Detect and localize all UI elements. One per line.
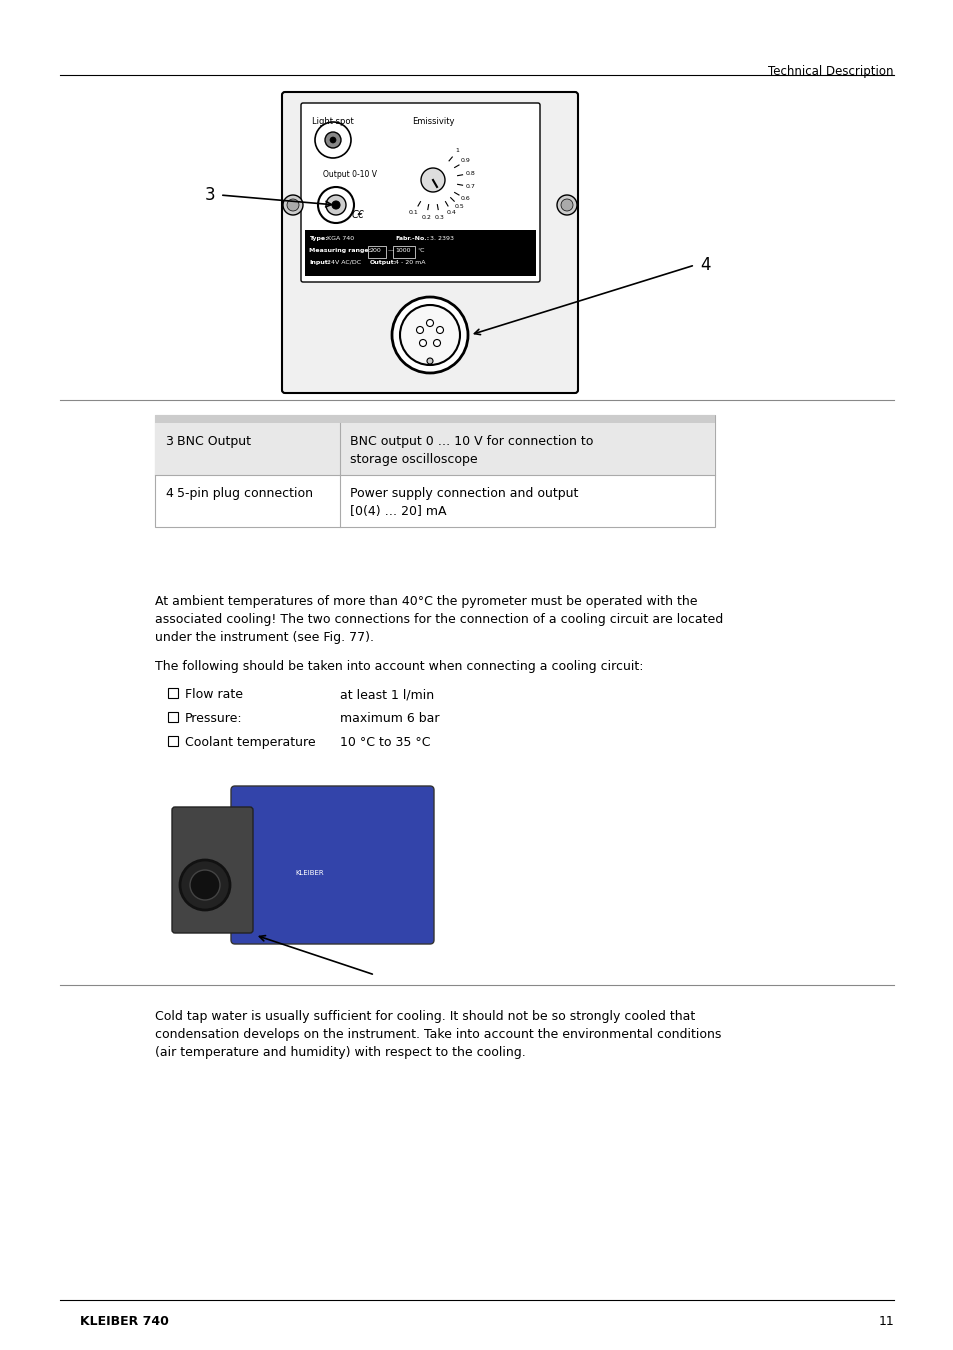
FancyBboxPatch shape xyxy=(301,103,539,282)
Circle shape xyxy=(330,136,335,143)
Text: 1: 1 xyxy=(455,148,459,154)
Circle shape xyxy=(416,327,423,333)
Text: Pressure:: Pressure: xyxy=(185,711,242,725)
Text: 200: 200 xyxy=(370,248,381,252)
Bar xyxy=(154,414,714,423)
Text: BNC output 0 … 10 V for connection to
storage oscilloscope: BNC output 0 … 10 V for connection to st… xyxy=(350,435,593,466)
Text: —: — xyxy=(388,248,394,252)
Text: 0.8: 0.8 xyxy=(465,171,475,176)
Bar xyxy=(154,414,714,423)
Text: 4: 4 xyxy=(165,487,172,500)
Circle shape xyxy=(560,198,573,211)
Text: 0.1: 0.1 xyxy=(409,211,418,216)
Circle shape xyxy=(326,194,346,215)
Circle shape xyxy=(314,122,351,158)
Circle shape xyxy=(399,305,459,365)
Text: 3: 3 xyxy=(204,186,214,204)
Text: BNC Output: BNC Output xyxy=(177,435,251,448)
Text: Fabr.-No.:: Fabr.-No.: xyxy=(395,236,429,242)
Circle shape xyxy=(392,297,468,373)
Text: Type:: Type: xyxy=(309,236,328,242)
Circle shape xyxy=(557,194,577,215)
Text: 3. 2393: 3. 2393 xyxy=(430,236,454,242)
Text: At ambient temperatures of more than 40°C the pyrometer must be operated with th: At ambient temperatures of more than 40°… xyxy=(154,595,722,644)
Text: The following should be taken into account when connecting a cooling circuit:: The following should be taken into accou… xyxy=(154,660,643,674)
Circle shape xyxy=(419,339,426,347)
Text: Cold tap water is usually sufficient for cooling. It should not be so strongly c: Cold tap water is usually sufficient for… xyxy=(154,1010,720,1058)
Text: Coolant temperature: Coolant temperature xyxy=(185,736,315,749)
Bar xyxy=(393,246,415,258)
Circle shape xyxy=(325,132,340,148)
Circle shape xyxy=(436,327,443,333)
Text: Output 0-10 V: Output 0-10 V xyxy=(323,170,376,180)
Text: 0.5: 0.5 xyxy=(455,204,464,209)
Text: Technical Description: Technical Description xyxy=(768,65,893,78)
Text: 0.4: 0.4 xyxy=(447,211,456,216)
Text: Power supply connection and output
[0(4) … 20] mA: Power supply connection and output [0(4)… xyxy=(350,487,578,518)
Text: 3: 3 xyxy=(165,435,172,448)
Bar xyxy=(168,688,178,698)
Text: Flow rate: Flow rate xyxy=(185,688,243,701)
Text: 0.7: 0.7 xyxy=(465,184,475,189)
Text: C€: C€ xyxy=(351,211,364,220)
Circle shape xyxy=(427,358,433,364)
Text: 1000: 1000 xyxy=(395,248,410,252)
Text: KGA 740: KGA 740 xyxy=(327,236,354,242)
Bar xyxy=(168,711,178,722)
Circle shape xyxy=(190,869,220,900)
Circle shape xyxy=(317,188,354,223)
Text: Measuring range:: Measuring range: xyxy=(309,248,371,252)
Text: 4: 4 xyxy=(700,256,710,274)
Circle shape xyxy=(180,860,230,910)
FancyBboxPatch shape xyxy=(282,92,578,393)
Bar xyxy=(368,246,386,258)
Bar xyxy=(154,423,714,475)
Text: Emissivity: Emissivity xyxy=(412,117,454,126)
Text: 5-pin plug connection: 5-pin plug connection xyxy=(177,487,313,500)
Bar xyxy=(305,230,536,275)
Circle shape xyxy=(433,339,440,347)
Text: 11: 11 xyxy=(878,1315,893,1328)
Bar xyxy=(168,736,178,747)
Text: maximum 6 bar: maximum 6 bar xyxy=(339,711,439,725)
Bar xyxy=(154,414,714,526)
Text: at least 1 l/min: at least 1 l/min xyxy=(339,688,434,701)
Circle shape xyxy=(287,198,298,211)
Text: Input:: Input: xyxy=(309,261,330,265)
Circle shape xyxy=(420,167,444,192)
Text: 0.2: 0.2 xyxy=(421,215,431,220)
FancyBboxPatch shape xyxy=(172,807,253,933)
Text: °C: °C xyxy=(416,248,424,252)
FancyBboxPatch shape xyxy=(231,786,434,944)
Text: Light spot: Light spot xyxy=(312,117,354,126)
Text: 0.6: 0.6 xyxy=(460,197,470,201)
Text: KLEIBER: KLEIBER xyxy=(294,869,323,876)
Text: 24V AC/DC: 24V AC/DC xyxy=(327,261,361,265)
Text: 10 °C to 35 °C: 10 °C to 35 °C xyxy=(339,736,430,749)
Text: 0.9: 0.9 xyxy=(460,158,471,163)
Circle shape xyxy=(283,194,303,215)
Circle shape xyxy=(332,201,339,209)
Text: 0.3: 0.3 xyxy=(435,215,444,220)
Text: KLEIBER 740: KLEIBER 740 xyxy=(80,1315,169,1328)
Text: 4 - 20 mA: 4 - 20 mA xyxy=(395,261,425,265)
Circle shape xyxy=(426,320,433,327)
Text: Output:: Output: xyxy=(370,261,396,265)
